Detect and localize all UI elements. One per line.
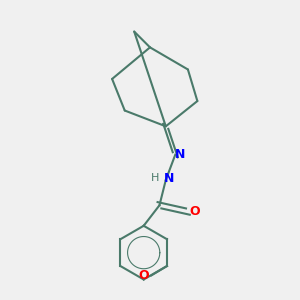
Text: H: H <box>151 173 159 183</box>
Text: N: N <box>164 172 174 185</box>
Text: O: O <box>138 269 148 282</box>
Text: O: O <box>189 205 200 218</box>
Text: N: N <box>175 148 185 161</box>
